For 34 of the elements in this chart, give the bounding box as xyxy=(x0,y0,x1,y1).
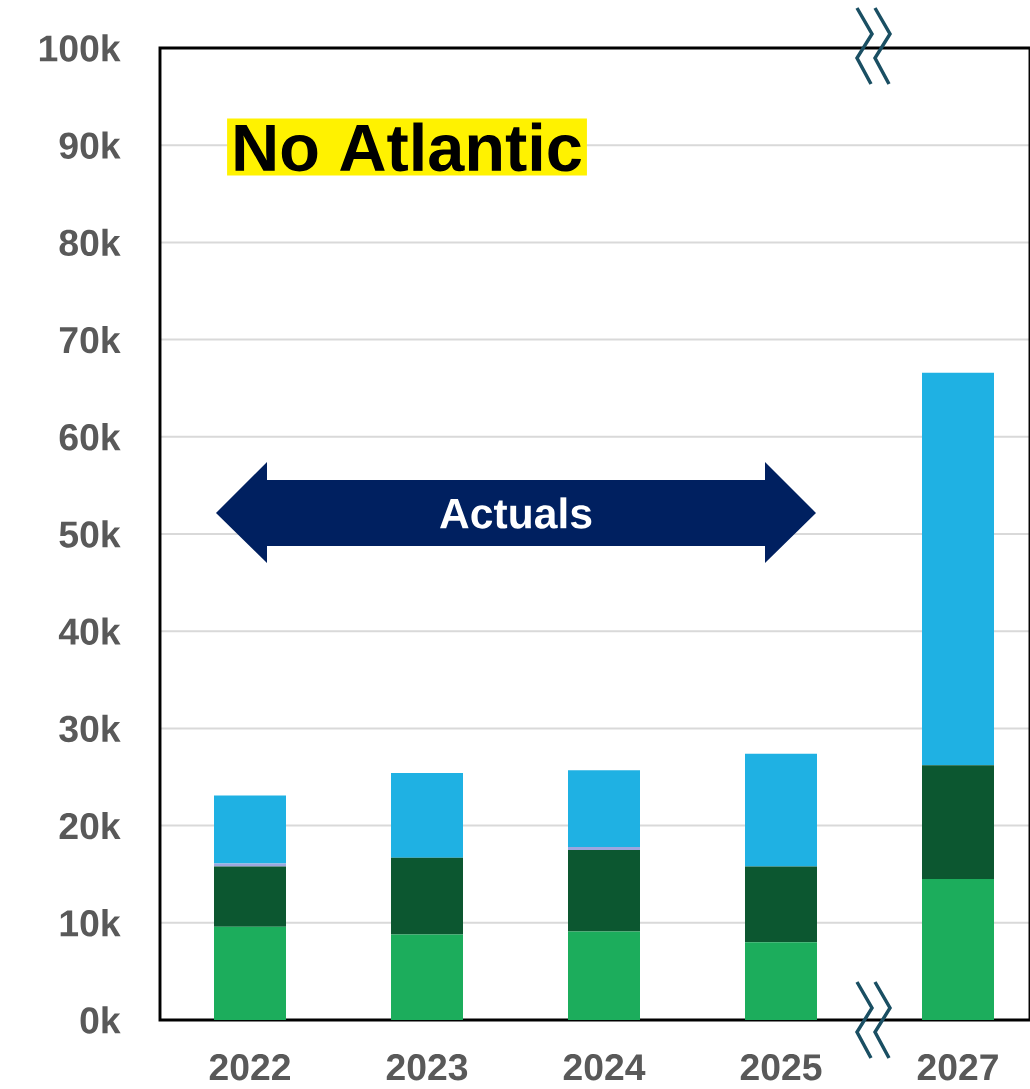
y-tick-label: 40k xyxy=(58,617,121,645)
annotation: No Atlantic xyxy=(235,122,581,172)
x-tick-label: 2022 xyxy=(209,1054,290,1081)
bar xyxy=(745,866,817,943)
bar xyxy=(922,765,994,880)
y-tick-label: 90k xyxy=(59,131,121,159)
x-tick-label: 2023 xyxy=(386,1054,468,1081)
bar xyxy=(568,849,640,932)
y-tick-label: 50k xyxy=(59,520,121,548)
y-tick-label: 80k xyxy=(59,228,121,257)
bar xyxy=(922,879,994,1020)
x-tick-label: 2025 xyxy=(740,1054,822,1081)
bar xyxy=(745,753,817,867)
annotation: Actuals xyxy=(440,497,592,529)
y-tick-label: 30k xyxy=(59,714,121,743)
bar xyxy=(391,773,463,858)
x-tick-label: 2024 xyxy=(563,1054,646,1081)
bar xyxy=(391,857,463,935)
bar xyxy=(214,795,286,864)
y-tick-label: 70k xyxy=(59,325,121,354)
bar xyxy=(391,934,463,1020)
bar xyxy=(568,931,640,1020)
y-tick-label: 20k xyxy=(59,811,121,840)
bar xyxy=(922,372,994,766)
bar xyxy=(214,866,286,927)
bar xyxy=(214,926,286,1020)
x-tick-label: 2027 xyxy=(917,1054,998,1081)
y-tick-label: 60k xyxy=(59,423,121,451)
bar xyxy=(568,846,640,850)
y-tick-label: 100k xyxy=(39,34,121,62)
bar xyxy=(745,942,817,1020)
bar xyxy=(568,770,640,847)
y-tick-label: 0k xyxy=(80,1006,121,1034)
y-tick-label: 10k xyxy=(60,909,121,937)
